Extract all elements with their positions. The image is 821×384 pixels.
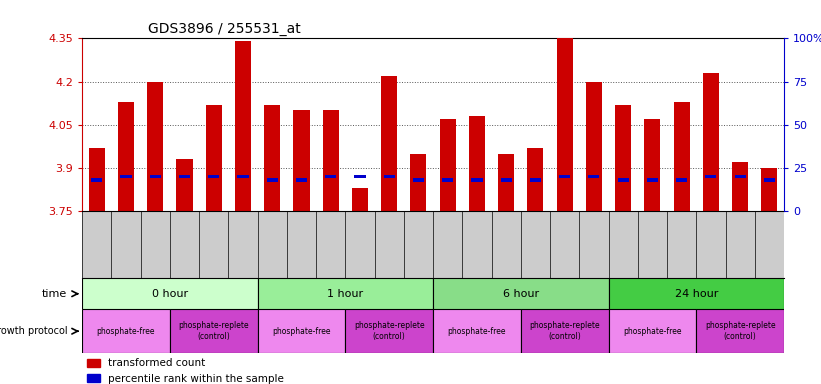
Bar [433, 309, 521, 353]
Bar [264, 104, 280, 211]
Bar [443, 179, 453, 182]
Bar [703, 73, 719, 211]
Bar [677, 179, 687, 182]
Legend: transformed count, percentile rank within the sample: transformed count, percentile rank withi… [87, 359, 284, 384]
Bar [346, 309, 433, 353]
Bar [179, 175, 190, 178]
Text: 24 hour: 24 hour [675, 289, 718, 299]
Bar [469, 116, 485, 211]
Text: 0 hour: 0 hour [152, 289, 188, 299]
Bar [209, 175, 219, 178]
Bar [82, 309, 170, 353]
Bar [647, 179, 658, 182]
Bar [258, 278, 433, 309]
Bar [121, 175, 131, 178]
Bar [586, 81, 602, 211]
Bar [383, 175, 395, 178]
Bar [177, 159, 192, 211]
Bar [352, 188, 368, 211]
Bar [764, 179, 775, 182]
Bar [413, 179, 424, 182]
Bar [527, 148, 544, 211]
Bar [559, 175, 571, 178]
Bar [381, 76, 397, 211]
Bar [206, 104, 222, 211]
Text: GDS3896 / 255531_at: GDS3896 / 255531_at [148, 23, 300, 36]
Bar [410, 154, 426, 211]
Bar [149, 175, 161, 178]
Bar [608, 309, 696, 353]
Bar [293, 111, 310, 211]
Bar [440, 119, 456, 211]
Bar [170, 309, 258, 353]
Text: phosphate-replete
(control): phosphate-replete (control) [178, 321, 249, 341]
Bar [82, 278, 258, 309]
Bar [501, 179, 511, 182]
Bar [355, 175, 365, 178]
Text: phosphate-free: phosphate-free [273, 327, 331, 336]
Bar [433, 278, 608, 309]
Text: growth protocol: growth protocol [0, 326, 67, 336]
Bar [705, 175, 717, 178]
Bar [557, 38, 573, 211]
Text: phosphate-free: phosphate-free [447, 327, 507, 336]
Bar [325, 175, 337, 178]
Bar [617, 179, 629, 182]
Bar [589, 175, 599, 178]
Text: time: time [42, 289, 67, 299]
Text: phosphate-replete
(control): phosphate-replete (control) [354, 321, 424, 341]
Text: 1 hour: 1 hour [328, 289, 364, 299]
Bar [89, 148, 105, 211]
Bar [735, 175, 745, 178]
Bar [147, 81, 163, 211]
Bar [608, 278, 784, 309]
Bar [296, 179, 307, 182]
Text: 6 hour: 6 hour [502, 289, 539, 299]
Text: phosphate-free: phosphate-free [623, 327, 681, 336]
Bar [674, 102, 690, 211]
Bar [235, 41, 251, 211]
Bar [258, 309, 346, 353]
Text: phosphate-replete
(control): phosphate-replete (control) [705, 321, 776, 341]
Text: phosphate-free: phosphate-free [97, 327, 155, 336]
Bar [323, 111, 339, 211]
Bar [530, 179, 541, 182]
Text: phosphate-replete
(control): phosphate-replete (control) [530, 321, 600, 341]
Bar [761, 168, 777, 211]
Bar [521, 309, 608, 353]
Bar [732, 162, 748, 211]
Bar [498, 154, 514, 211]
Bar [118, 102, 134, 211]
Bar [644, 119, 660, 211]
Bar [471, 179, 483, 182]
Bar [91, 179, 103, 182]
Bar [615, 104, 631, 211]
Bar [267, 179, 277, 182]
Bar [696, 309, 784, 353]
Bar [237, 175, 249, 178]
